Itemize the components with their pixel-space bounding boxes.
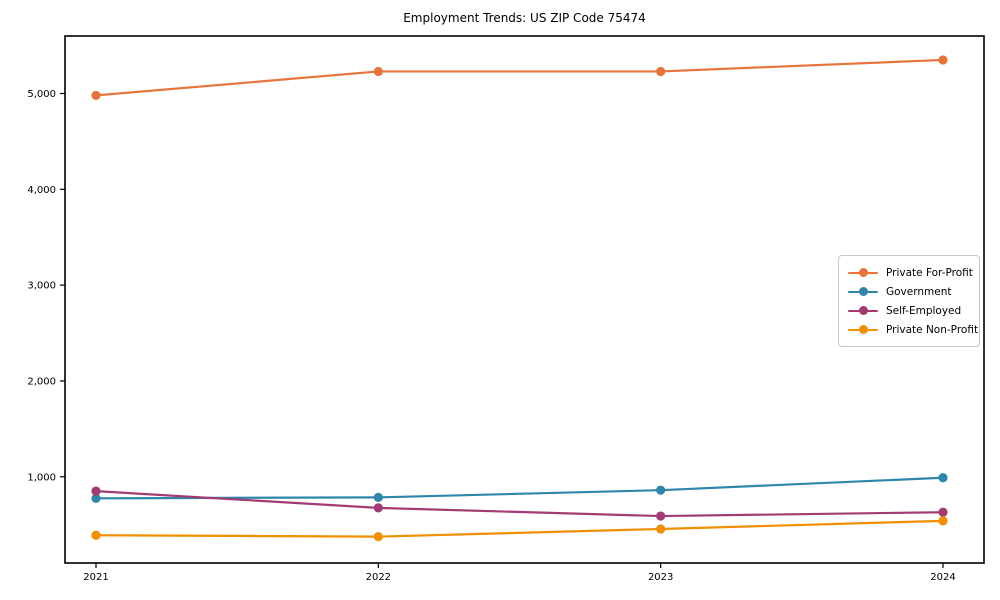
x-tick-label: 2024 bbox=[930, 572, 955, 583]
legend-dot bbox=[858, 287, 868, 296]
data-point-private-for-profit bbox=[656, 66, 666, 77]
series-line-government bbox=[94, 476, 945, 500]
x-tick-label: 2021 bbox=[83, 572, 108, 583]
legend-item-government: Government bbox=[848, 282, 970, 301]
data-point-government bbox=[938, 473, 948, 483]
data-point-private-for-profit bbox=[91, 90, 101, 101]
data-point-private-for-profit bbox=[373, 66, 383, 77]
legend-label: Private For-Profit bbox=[886, 266, 973, 279]
series-line-private-non-profit bbox=[94, 519, 945, 538]
legend-line-marker-icon bbox=[848, 306, 878, 316]
data-point-private-non-profit bbox=[91, 530, 101, 540]
data-point-private-for-profit bbox=[938, 55, 948, 65]
data-point-self-employed bbox=[938, 507, 948, 517]
chart-title: Employment Trends: US ZIP Code 75474 bbox=[403, 11, 646, 25]
data-point-private-non-profit bbox=[373, 532, 383, 542]
legend-line-marker-icon bbox=[848, 287, 878, 297]
legend-label: Government bbox=[886, 285, 952, 298]
plot-area-border bbox=[64, 35, 985, 564]
legend: Private For-Profit Government Self-Employe… bbox=[838, 255, 980, 347]
y-tick-label: 1,000 bbox=[27, 472, 56, 483]
legend-line-marker-icon bbox=[848, 325, 878, 335]
y-tick-label: 2,000 bbox=[27, 376, 56, 387]
y-tick-label: 4,000 bbox=[27, 185, 56, 196]
legend-dot bbox=[858, 268, 868, 277]
legend-item-private-for-profit: Private For-Profit bbox=[848, 263, 973, 282]
data-point-government bbox=[656, 485, 666, 495]
data-point-government bbox=[373, 492, 383, 502]
legend-label: Private Non-Profit bbox=[886, 323, 979, 336]
x-tick-label: 2023 bbox=[648, 572, 673, 583]
legend-item-private-non-profit: Private Non-Profit bbox=[848, 320, 978, 339]
y-tick-label: 3,000 bbox=[27, 281, 56, 292]
series-line-private-for-profit bbox=[94, 58, 945, 97]
legend-label: Self-Employed bbox=[886, 304, 962, 317]
legend-dot bbox=[858, 306, 868, 315]
data-point-self-employed bbox=[373, 503, 383, 513]
y-tick-label: 5,000 bbox=[27, 89, 56, 100]
legend-item-self-employed: Self-Employed bbox=[848, 301, 970, 320]
data-point-private-non-profit bbox=[938, 516, 948, 526]
series-line-self-employed bbox=[94, 490, 945, 518]
x-tick-label: 2022 bbox=[366, 572, 391, 583]
data-point-government bbox=[91, 493, 101, 503]
legend-line-marker-icon bbox=[848, 268, 878, 278]
legend-dot bbox=[858, 325, 868, 334]
data-point-self-employed bbox=[656, 511, 666, 521]
data-point-self-employed bbox=[91, 486, 101, 496]
data-point-private-non-profit bbox=[656, 524, 666, 534]
